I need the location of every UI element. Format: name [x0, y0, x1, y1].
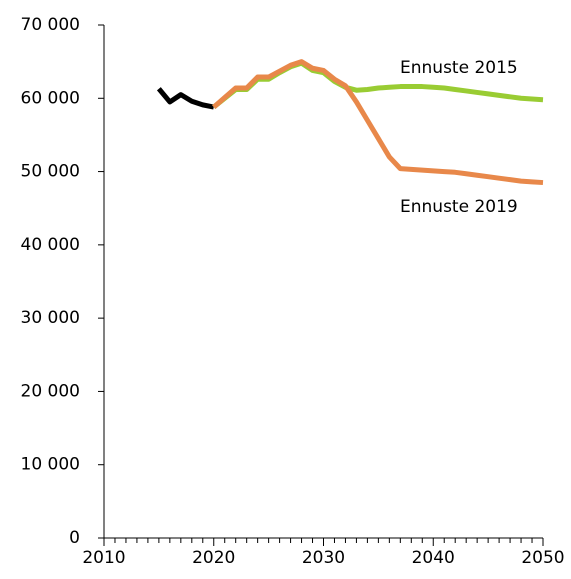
y-tick-label: 10 000: [21, 455, 80, 475]
series-label: Ennuste 2019: [400, 197, 518, 217]
x-tick-label: 2030: [302, 548, 345, 568]
y-tick-label: 70 000: [21, 15, 80, 35]
x-tick-label: 2010: [82, 548, 125, 568]
y-tick-label: 40 000: [21, 235, 80, 255]
y-tick-label: 0: [69, 528, 80, 548]
x-tick-label: 2050: [521, 548, 564, 568]
y-tick-label: 30 000: [21, 308, 80, 328]
y-tick-label: 50 000: [21, 162, 80, 182]
series-line: [156, 87, 215, 110]
y-tick-label: 60 000: [21, 88, 80, 108]
series-line: [212, 59, 544, 186]
series-label: Ennuste 2015: [400, 58, 518, 78]
x-tick-label: 2040: [412, 548, 455, 568]
y-tick-label: 20 000: [21, 381, 80, 401]
x-tick-label: 2020: [192, 548, 235, 568]
